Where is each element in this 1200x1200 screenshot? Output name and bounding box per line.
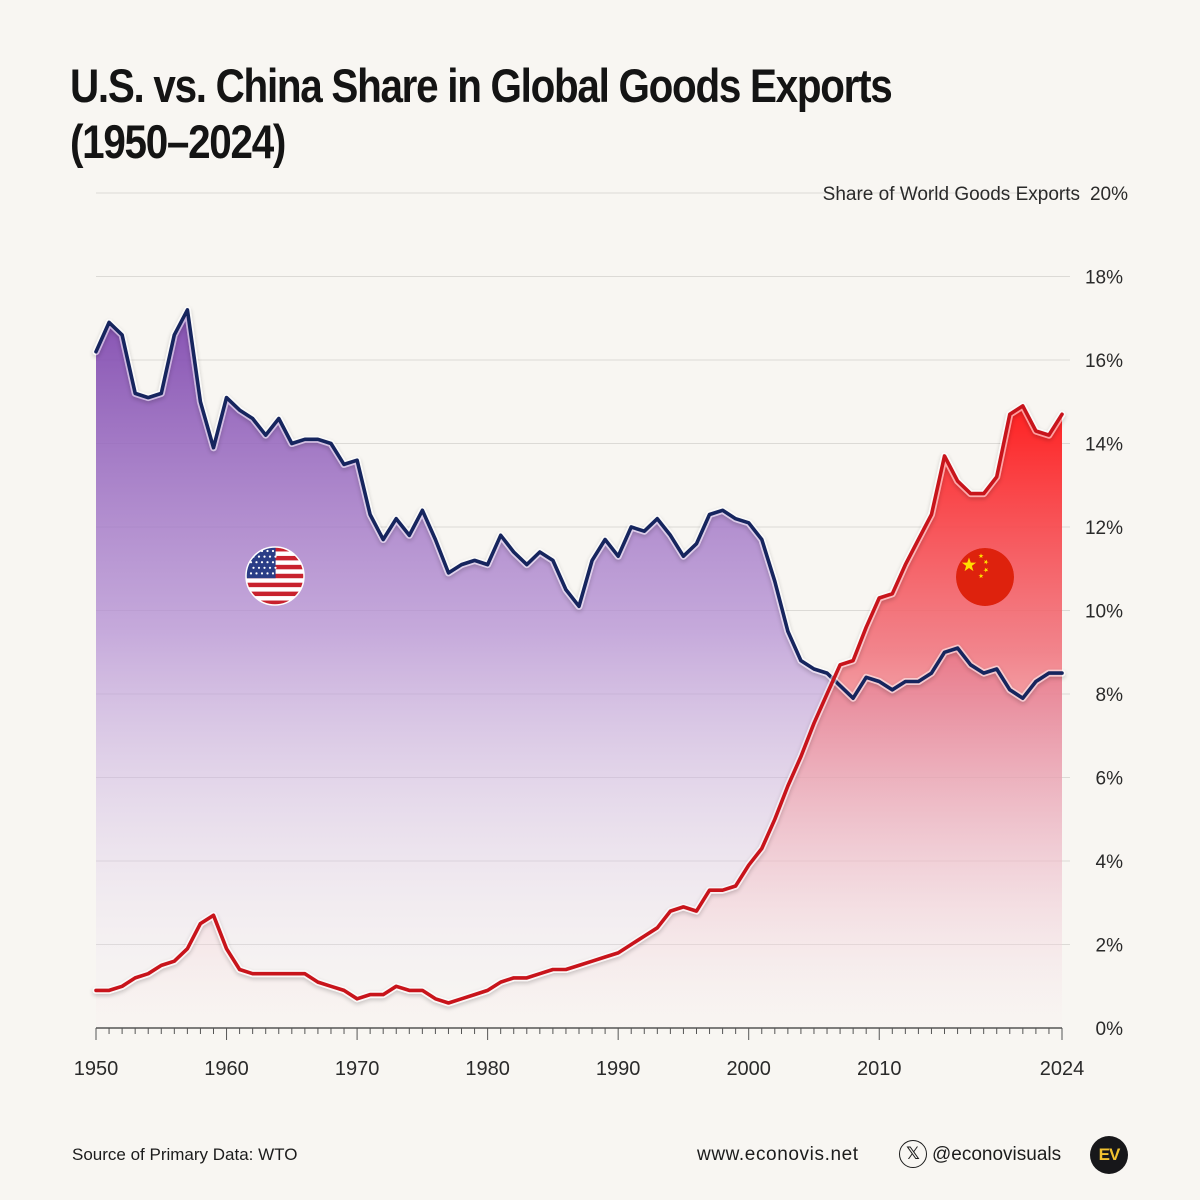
x-tick-label: 1960 xyxy=(204,1058,249,1080)
us-flag-star xyxy=(266,572,269,575)
us-flag-star xyxy=(268,555,272,558)
y-tick-label: 18% xyxy=(1085,268,1123,289)
us-flag-star xyxy=(263,566,266,569)
us-flag-star xyxy=(274,566,277,569)
us-flag-star xyxy=(271,549,275,553)
us-line xyxy=(94,308,1064,700)
source-note: Source of Primary Data: WTO xyxy=(72,1145,298,1164)
y-tick-label: 0% xyxy=(1096,1019,1124,1040)
us-flag-stripe xyxy=(246,582,304,588)
y-tick-label: 20% xyxy=(1090,184,1128,205)
us-flag-star xyxy=(252,566,255,569)
china-flag-small-star xyxy=(983,567,989,573)
area-fills xyxy=(96,309,1062,1028)
us-flag-star xyxy=(271,572,275,575)
us-flag-star xyxy=(257,566,261,569)
china-line xyxy=(94,404,1064,1005)
us-flag-star xyxy=(266,561,269,564)
y-tick-label: 10% xyxy=(1085,602,1123,623)
us-flag-star xyxy=(274,555,277,558)
y-tick-label: 6% xyxy=(1096,769,1124,790)
us-flag-star xyxy=(268,566,272,569)
axes: 0% 2% 4% 6% 8% 10% 12% 14% 16% 18% 20% 1950 1960 1970… xyxy=(74,184,1128,1080)
us-flag-star xyxy=(249,572,253,575)
y-tick-label: 16% xyxy=(1085,351,1123,372)
x-tick-label: 1990 xyxy=(596,1058,641,1080)
social-handle[interactable]: @econovisuals xyxy=(932,1144,1062,1165)
china-flag-small-star xyxy=(978,553,984,559)
us-flag-star xyxy=(260,572,264,575)
chart-title-line-1: U.S. vs. China Share in Global Goods Exp… xyxy=(70,59,893,112)
econovis-logo: EV xyxy=(1090,1136,1128,1174)
website-link[interactable]: www.econovis.net xyxy=(697,1144,859,1165)
us-flag-stripe xyxy=(246,591,304,597)
us-flag-stripe xyxy=(246,578,304,583)
us-flag-star xyxy=(266,549,269,553)
chart-title: U.S. vs. China Share in Global Goods Exp… xyxy=(70,58,893,170)
china-flag-small-star xyxy=(978,573,984,579)
china-flag-small-star xyxy=(983,559,989,565)
us-flag-star xyxy=(255,561,258,564)
us-flag-stripe xyxy=(246,587,304,592)
x-tick-label: 1980 xyxy=(465,1058,510,1080)
y-tick-label: 2% xyxy=(1096,936,1124,957)
us-flag-star xyxy=(260,561,264,564)
us-flag-stripe xyxy=(246,596,304,601)
china-flag-field xyxy=(956,548,1014,606)
us-flag-stripe xyxy=(246,600,304,605)
us-flag-rim xyxy=(245,546,305,606)
china-area xyxy=(96,405,1062,1028)
x-tick-label: 2010 xyxy=(857,1058,902,1080)
y-tick-label: 4% xyxy=(1096,852,1124,873)
us-flag-star xyxy=(271,561,275,564)
x-tick-label: 2024 xyxy=(1040,1058,1085,1080)
us-flag-star xyxy=(263,555,266,558)
x-tick-label: 1950 xyxy=(74,1058,119,1080)
y-tick-label: 14% xyxy=(1085,435,1123,456)
chart-title-line-2: (1950–2024) xyxy=(70,115,286,168)
us-flag-star xyxy=(255,572,258,575)
china-flag-icon xyxy=(956,548,1014,606)
x-tick-label: 2000 xyxy=(726,1058,771,1080)
x-tick-label: 1970 xyxy=(335,1058,380,1080)
china-flag-big-star xyxy=(961,557,977,572)
x-logo-icon: 𝕏 xyxy=(899,1140,927,1168)
us-flag-star xyxy=(257,555,261,558)
series-lines xyxy=(92,306,1066,1007)
y-axis-label: Share of World Goods Exports xyxy=(823,184,1080,205)
y-tick-label: 8% xyxy=(1096,685,1124,706)
y-tick-label: 12% xyxy=(1085,518,1123,539)
